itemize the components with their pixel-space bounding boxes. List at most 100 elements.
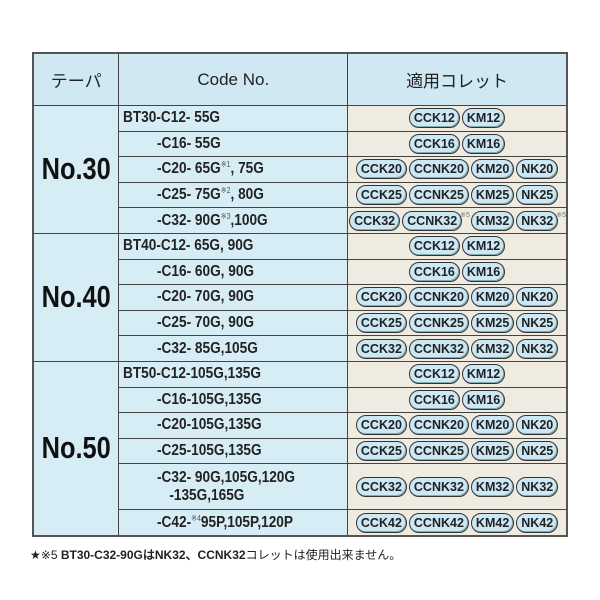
collet-badge: KM32 <box>470 210 515 231</box>
collet-badge: CCK20 <box>355 287 407 308</box>
code-text: -C25- 70G, 90G <box>157 314 254 332</box>
collet-badge: CCK12 <box>408 236 460 257</box>
table-row: No.50 BT50-C12-105G,135G CCK12 KM12 <box>32 360 568 537</box>
collet-badge: CCNK42 <box>408 512 469 533</box>
collet-badge: CCNK32 <box>408 476 469 497</box>
table-row: -C42-※495P,105P,120P CCK42 CCNK42 KM42 NK42 <box>33 509 568 537</box>
code-text: -C32- 90G,105G,120G <box>157 469 295 487</box>
collet-cell: CCK20 CCNK20 KM20 NK20 <box>347 412 568 439</box>
collet-cell: CCK12 KM12 <box>347 232 568 260</box>
code-main: -C20-105G,135G <box>157 416 263 434</box>
collet-badge: CCK32 <box>355 338 407 359</box>
taper-label: No.30 <box>41 151 111 187</box>
collet-badge: CCK42 <box>355 512 407 533</box>
code-text: -C16-105G,135G <box>157 391 262 409</box>
code-text: -C25-105G,135G <box>157 442 262 460</box>
collet-badge: CCK25 <box>355 185 407 206</box>
table-row: -C25- 75G※2, 80G CCK25 CCNK25 KM25 NK25 <box>33 181 568 209</box>
code-main: -C20- 70G, 90G <box>157 288 255 306</box>
collet-badge: NK25 <box>516 441 559 462</box>
code-main: BT40-C12- 65G, 90G <box>123 237 254 255</box>
collet-cell: CCK16 KM16 <box>347 258 568 286</box>
collet-note: ※5 <box>556 211 566 219</box>
code-text: -C16- 55G <box>157 135 221 153</box>
collet-badge: NK42 <box>516 512 559 533</box>
table-row: -C32- 90G,105G,120G -135G,165G CCK32 CCNK32… <box>33 463 568 511</box>
code-main: -C32- 85G,105G <box>157 339 259 357</box>
collet-cell: CCK25 CCNK25 KM25 NK25 <box>347 181 568 209</box>
collet-cell: CCK12 KM12 <box>347 105 568 132</box>
code-note: ※1 <box>221 160 231 170</box>
code-text: BT40-C12- 65G, 90G <box>123 237 253 255</box>
table-row: -C20-105G,135G CCK20 CCNK20 KM20 NK20 <box>33 412 568 439</box>
collet-cell: CCK32 CCNK32 KM32 NK32 <box>347 335 568 362</box>
collet-badge: CCK25 <box>355 313 407 334</box>
collet-cell: CCK16 KM16 <box>347 386 568 414</box>
table-row: -C32- 90G※3,100G CCK32 CCNK32 ※5 KM32 NK32 ※5 <box>33 207 568 234</box>
collet-badge: CCK32 <box>349 210 401 231</box>
collet-badge: CCNK20 <box>408 159 469 180</box>
collet-cell: CCK25 CCNK25 KM25 NK25 <box>347 437 568 465</box>
code-cell: -C16- 60G, 90G <box>118 258 349 286</box>
code-cell: -C32- 90G※3,100G <box>118 207 349 234</box>
code-cell: BT40-C12- 65G, 90G <box>118 232 349 260</box>
collet-badge: CCK16 <box>408 261 460 282</box>
taper-cell: No.50 <box>32 360 120 537</box>
collet-badge: CCNK20 <box>408 415 469 436</box>
collet-cell: CCK12 KM12 <box>347 360 568 388</box>
collet-cell: CCK16 KM16 <box>347 130 568 158</box>
code-main: -C32- 90G,105G,120G <box>157 468 296 486</box>
footnote-prefix: ★※5 <box>30 548 61 562</box>
collet-badge: KM12 <box>461 108 506 129</box>
collet-badge: KM20 <box>470 287 515 308</box>
collet-cell: CCK32 CCNK32 ※5 KM32 NK32 ※5 <box>347 207 568 234</box>
collet-badge: KM16 <box>461 133 506 154</box>
code-text: -C16- 60G, 90G <box>157 263 254 281</box>
code-cell: -C20- 65G※1, 75G <box>118 156 349 183</box>
code-cell: -C25- 70G, 90G <box>118 309 349 337</box>
table-row: No.40 BT40-C12- 65G, 90G CCK12 KM12 <box>32 232 568 362</box>
collet-badge: CCK12 <box>408 364 460 385</box>
code-main: -C25-105G,135G <box>157 442 263 460</box>
code-text: -C20-105G,135G <box>157 416 262 434</box>
header-code: Code No. <box>118 52 349 106</box>
taper-cell: No.30 <box>32 105 120 234</box>
collet-badge: CCK12 <box>408 108 460 129</box>
footnote-rest: コレットは使用出来ません。 <box>245 548 402 562</box>
collet-badge: KM16 <box>461 389 506 410</box>
code-cell: -C32- 85G,105G <box>118 335 349 362</box>
collet-badge: KM42 <box>470 512 515 533</box>
collet-cell: CCK32 CCNK32 KM32 NK32 <box>347 463 568 511</box>
code-main: BT30-C12- 55G <box>123 109 221 127</box>
footnote-bold: BT30-C32-90GはNK32、CCNK32 <box>60 548 246 562</box>
table-row: -C16- 55G CCK16 KM16 <box>33 130 568 158</box>
code-cell: -C42-※495P,105P,120P <box>118 509 349 537</box>
collet-badge: NK20 <box>516 287 559 308</box>
collet-badge: KM12 <box>461 236 506 257</box>
collet-badge: KM16 <box>461 261 506 282</box>
table-row: -C25- 70G, 90G CCK25 CCNK25 KM25 NK25 <box>33 309 568 337</box>
code-text: BT50-C12-105G,135G <box>123 365 261 383</box>
collet-badge: CCNK20 <box>408 287 469 308</box>
code-main: BT50-C12-105G,135G <box>123 365 262 383</box>
code-cell: BT50-C12-105G,135G <box>118 360 349 388</box>
table-row: -C20- 65G※1, 75G CCK20 CCNK20 KM20 NK20 <box>33 156 568 183</box>
collet-badge: NK25 <box>516 185 559 206</box>
code-cell: -C20-105G,135G <box>118 412 349 439</box>
collet-badge: NK25 <box>516 313 559 334</box>
code-main: -C16-105G,135G <box>157 390 263 408</box>
code-text: -C25- 75G※2, 80G <box>157 186 264 204</box>
collet-badge: CCNK32 <box>408 338 469 359</box>
collet-badge: KM32 <box>470 476 515 497</box>
code-text: -C32- 85G,105G <box>157 340 258 358</box>
code-note: ※4 <box>191 513 202 523</box>
code-text: -C20- 70G, 90G <box>157 288 254 306</box>
code-cell: -C25-105G,135G <box>118 437 349 465</box>
table-row: -C16- 60G, 90G CCK16 KM16 <box>33 258 568 286</box>
table-row: No.30 BT30-C12- 55G CCK12 KM12 <box>32 105 568 234</box>
code-cell: -C16- 55G <box>118 130 349 158</box>
code-note: ※2 <box>221 186 231 195</box>
collet-badge: CCK25 <box>355 441 407 462</box>
collet-badge: NK32 <box>516 476 559 497</box>
code-main: -C16- 55G <box>157 134 222 152</box>
